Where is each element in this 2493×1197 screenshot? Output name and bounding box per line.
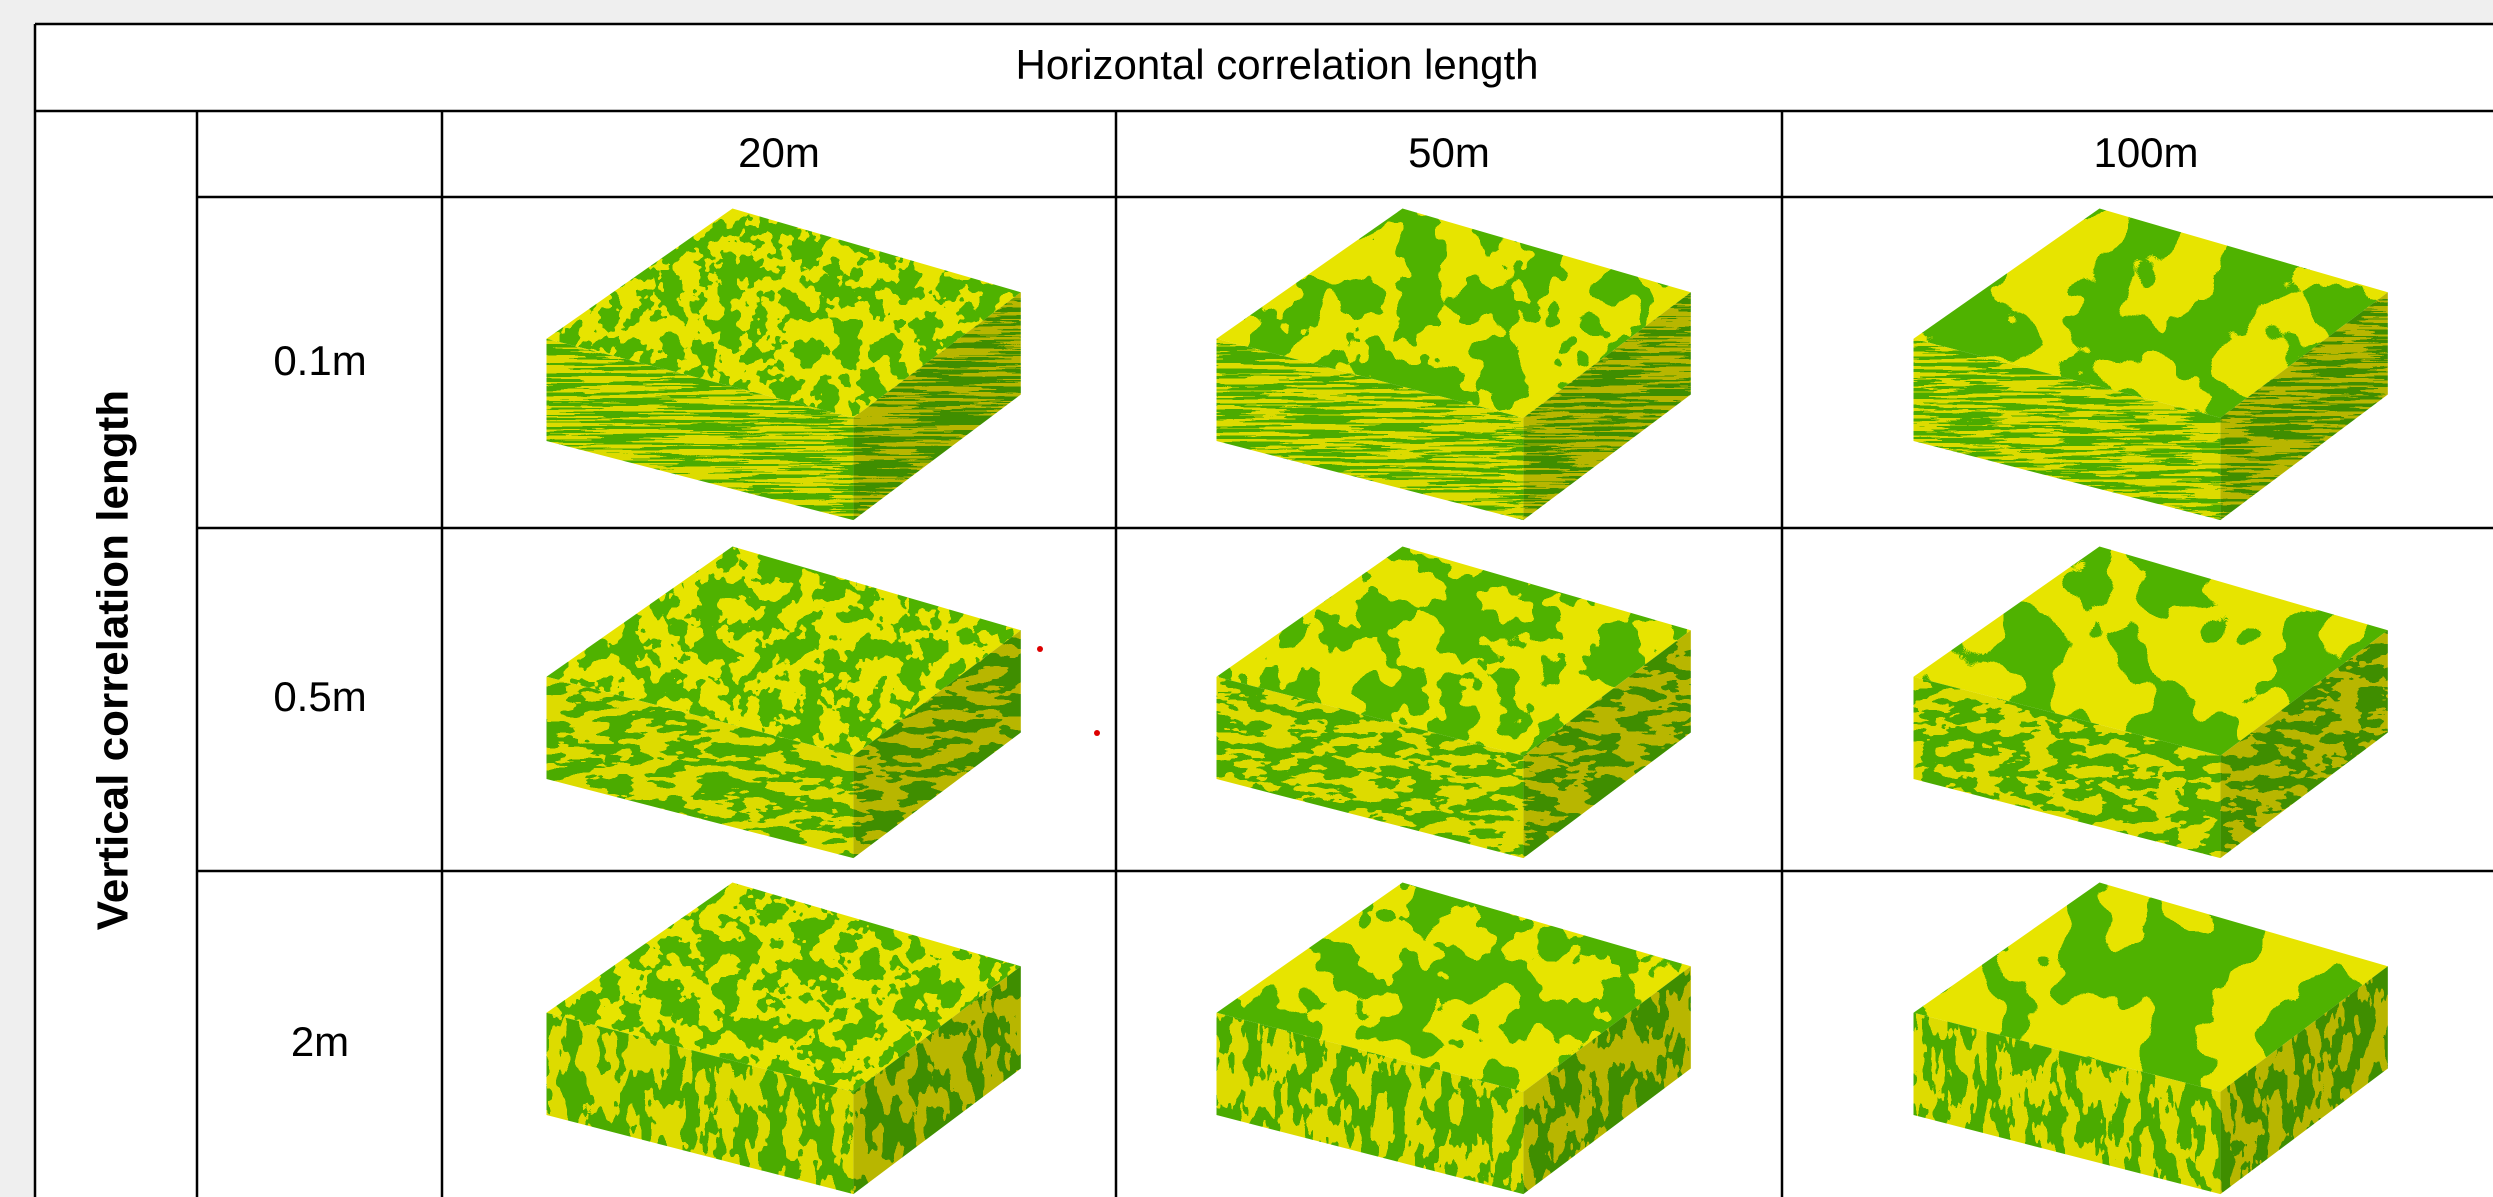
row-header: Vertical correlation length [89, 390, 138, 930]
table-title: Horizontal correlation length [1016, 41, 1539, 88]
row-label: 2m [291, 1018, 349, 1065]
row-label: 0.1m [273, 337, 366, 384]
column-label: 50m [1408, 129, 1490, 176]
row-label: 0.5m [273, 673, 366, 720]
figure-table: Horizontal correlation length Vertical c… [0, 0, 2493, 1197]
page: Horizontal correlation length Vertical c… [0, 0, 2493, 1197]
stray-dot [1037, 646, 1043, 652]
column-label: 100m [2093, 129, 2198, 176]
column-label: 20m [738, 129, 820, 176]
block-images [547, 209, 2388, 1195]
stray-dot [1094, 730, 1100, 736]
